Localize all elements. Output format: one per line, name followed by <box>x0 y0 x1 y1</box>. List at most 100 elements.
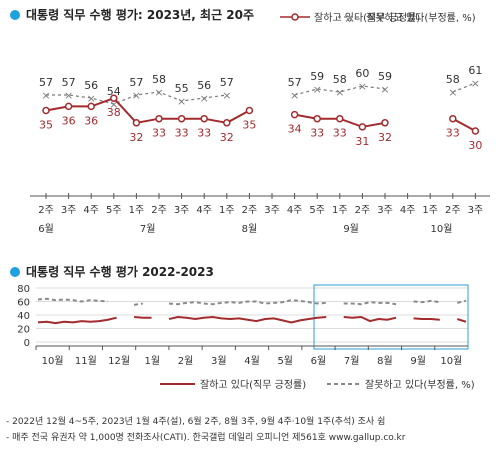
negative-point-marker: × <box>290 89 299 102</box>
positive-point-marker <box>381 119 389 127</box>
positive-series-line <box>37 316 117 325</box>
negative-data-label: 60 <box>355 67 369 80</box>
month-label: 6월 <box>38 223 54 235</box>
positive-data-label: 35 <box>242 119 256 132</box>
positive-point-marker <box>290 110 299 119</box>
chart-1-title: 대통령 직무 수행 평가: 2023년, 최근 20주 <box>10 6 254 23</box>
positive-point-marker <box>245 106 254 115</box>
chart-2-title-text: 대통령 직무 수행 평가 2022-2023 <box>26 265 214 279</box>
legend-negative-marker: × <box>346 13 354 24</box>
negative-series-line <box>133 302 143 306</box>
month-label: 4월 <box>244 355 260 367</box>
x-tick-label: 2주 <box>355 205 371 216</box>
negative-point-marker: × <box>380 83 389 96</box>
chart-2-2022-2023: 0 20 40 60 80 10월 11월 12월 1월 2월 3월 4월 5월 6월 7월 8월 9월 10월잘… <box>17 284 475 391</box>
positive-point-marker <box>132 119 141 127</box>
x-tick-label: 3주 <box>377 205 393 216</box>
month-label: 10월 <box>440 355 462 367</box>
positive-data-label: 31 <box>355 135 369 148</box>
negative-series-line <box>452 82 476 93</box>
negative-point-marker: × <box>64 89 73 102</box>
negative-point-marker: × <box>132 89 141 102</box>
positive-data-label: 38 <box>107 106 121 119</box>
x-tick-label: 4주 <box>83 205 99 216</box>
positive-data-label: 32 <box>129 131 143 144</box>
month-label: 3월 <box>211 355 227 367</box>
negative-data-label: 58 <box>152 73 166 86</box>
chart-2-title: 대통령 직무 수행 평가 2022-2023 <box>10 263 214 280</box>
x-tick-label: 1주 <box>422 205 438 216</box>
positive-point-marker <box>358 123 367 131</box>
negative-point-marker: × <box>177 95 186 108</box>
negative-data-label: 55 <box>175 82 189 95</box>
positive-point-marker <box>110 94 118 102</box>
positive-data-label: 33 <box>175 127 189 140</box>
negative-data-label: 57 <box>220 76 234 89</box>
month-label: 5월 <box>277 355 293 367</box>
month-label: 1월 <box>145 355 161 367</box>
chart-1-title-text: 대통령 직무 수행 평가: 2023년, 최근 20주 <box>26 8 255 22</box>
positive-data-label: 33 <box>333 127 347 140</box>
negative-data-label: 58 <box>446 73 460 86</box>
positive-point-marker <box>64 102 73 111</box>
negative-point-marker: × <box>87 92 96 105</box>
month-label: 11월 <box>75 355 97 367</box>
negative-point-marker: × <box>200 92 209 105</box>
negative-point-marker: × <box>109 98 118 111</box>
y-tick-label: 60 <box>17 298 30 309</box>
negative-series-line <box>46 91 227 105</box>
month-label: 7월 <box>140 223 156 235</box>
legend-negative-label: 잘못하고 있다(부정률, %) <box>365 378 475 391</box>
x-tick-label: 2주 <box>445 205 461 216</box>
positive-point-marker <box>471 127 480 135</box>
positive-data-label: 33 <box>152 127 166 140</box>
positive-data-label: 30 <box>468 139 482 152</box>
negative-series-line <box>168 299 327 306</box>
positive-point-marker <box>42 106 50 115</box>
negative-point-marker: × <box>471 77 480 90</box>
positive-point-marker <box>313 114 321 123</box>
month-label: 2월 <box>178 355 194 367</box>
negative-data-label: 57 <box>62 76 76 89</box>
month-label: 8월 <box>242 223 258 235</box>
negative-point-marker: × <box>335 86 344 99</box>
positive-point-marker <box>449 114 457 123</box>
month-label: 7월 <box>344 355 360 367</box>
month-label: 9월 <box>410 355 426 367</box>
negative-series-line <box>413 299 440 304</box>
legend-positive-label: 잘하고 있다(직무 긍정률) <box>314 11 420 24</box>
negative-point-marker: × <box>313 83 322 96</box>
negative-data-label: 56 <box>84 79 98 92</box>
x-tick-label: 5주 <box>309 205 325 216</box>
positive-data-label: 34 <box>288 123 302 136</box>
month-label: 12월 <box>108 355 130 367</box>
negative-data-label: 59 <box>310 70 324 83</box>
negative-data-label: 54 <box>107 85 121 98</box>
negative-data-label: 61 <box>468 64 482 77</box>
positive-point-marker <box>87 102 95 111</box>
x-tick-label: 1주 <box>129 205 145 216</box>
month-label: 10월 <box>431 223 453 235</box>
positive-series-line <box>413 317 440 321</box>
month-label: 6월 <box>311 355 327 367</box>
x-tick-label: 2주 <box>38 205 54 216</box>
negative-series-line <box>457 299 467 304</box>
x-tick-label: 4주 <box>287 205 303 216</box>
positive-data-label: 33 <box>310 127 324 140</box>
positive-data-label: 35 <box>39 119 53 132</box>
positive-data-label: 33 <box>446 127 460 140</box>
negative-data-label: 58 <box>333 73 347 86</box>
negative-point-marker: × <box>358 80 367 93</box>
x-tick-label: 3주 <box>264 205 280 216</box>
x-tick-label: 2주 <box>151 205 167 216</box>
y-tick-label: 20 <box>17 325 30 336</box>
x-tick-label: 1주 <box>219 205 235 216</box>
month-label: 9월 <box>343 223 359 235</box>
positive-data-label: 36 <box>84 114 98 127</box>
negative-data-label: 57 <box>288 76 302 89</box>
bullet-dot-icon <box>10 9 20 20</box>
negative-series-line <box>37 297 108 303</box>
positive-series-line <box>343 316 397 323</box>
positive-point-marker <box>223 119 231 127</box>
negative-data-label: 57 <box>129 76 143 89</box>
